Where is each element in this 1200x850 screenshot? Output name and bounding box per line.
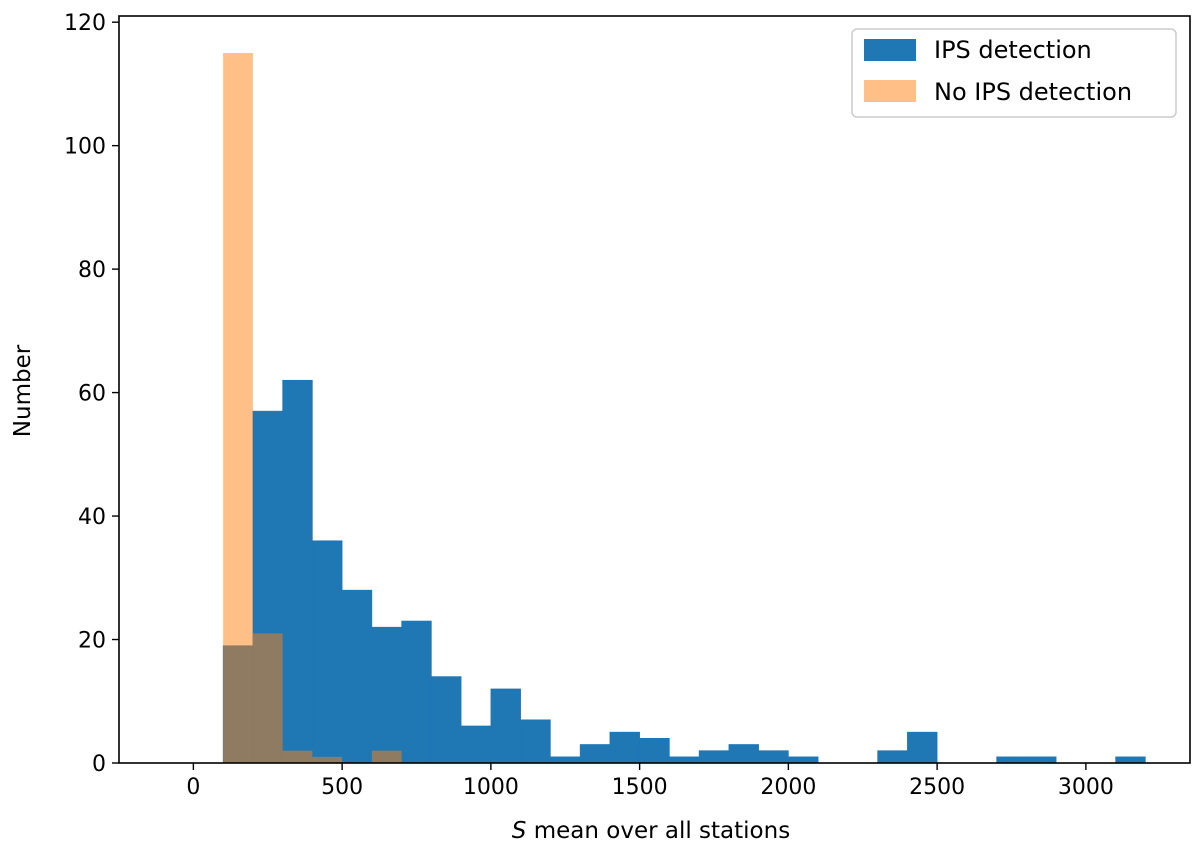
- y-tick-label: 80: [78, 258, 106, 283]
- x-axis-label-text: mean over all stations: [526, 818, 790, 844]
- legend-label-ips-detection: IPS detection: [934, 36, 1092, 64]
- bar-ips-detection: [788, 756, 819, 764]
- bar-ips-detection: [312, 540, 343, 764]
- y-axis-label: Number: [10, 344, 36, 437]
- bar-ips-detection: [401, 620, 432, 764]
- y-tick-label: 0: [92, 752, 106, 777]
- bar-ips-detection: [341, 589, 373, 764]
- x-tick-label: 500: [321, 775, 363, 800]
- bar-ips-detection: [996, 756, 1027, 764]
- x-axis-label-italic: S: [512, 818, 527, 844]
- y-tick-label: 40: [78, 505, 106, 530]
- ticks-layer: 0 500 1000 1500 2000 2500 3000 0 20 40 60 80 100 120: [64, 11, 1114, 800]
- bar-ips-detection: [431, 676, 462, 764]
- y-tick-label: 100: [64, 135, 106, 160]
- bar-ips-detection: [669, 756, 700, 764]
- bar-ips-detection: [639, 738, 670, 764]
- bar-ips-detection: [490, 688, 521, 764]
- bar-ips-detection: [282, 379, 313, 764]
- x-tick-label: 1000: [463, 775, 519, 800]
- bars-layer: [222, 53, 1146, 764]
- legend-label-no-ips-detection: No IPS detection: [934, 78, 1132, 106]
- x-tick-label: 2000: [760, 775, 816, 800]
- bar-ips-detection: [550, 756, 581, 764]
- x-axis-label: S mean over all stations: [512, 818, 790, 844]
- bar-ips-detection: [698, 750, 730, 764]
- bar-ips-detection: [1115, 756, 1146, 764]
- legend-swatch-ips-detection: [864, 39, 916, 61]
- bar-ips-detection: [371, 626, 402, 764]
- y-tick-label: 20: [78, 629, 106, 654]
- bar-ips-detection: [609, 731, 640, 764]
- bar-ips-detection: [460, 725, 492, 764]
- x-tick-label: 3000: [1058, 775, 1114, 800]
- bar-ips-detection: [579, 744, 611, 764]
- bar-ips-detection: [758, 750, 789, 764]
- bar-ips-detection: [907, 731, 938, 764]
- bar-no-ips-detection: [223, 53, 253, 764]
- bar-ips-detection: [877, 750, 908, 764]
- axes-layer: [118, 15, 1191, 764]
- y-tick-label: 60: [78, 382, 106, 407]
- y-tick-label: 120: [64, 11, 106, 36]
- bar-no-ips-detection: [371, 750, 402, 763]
- x-tick-label: 1500: [612, 775, 668, 800]
- legend-swatch-no-ips-detection: [864, 80, 916, 102]
- legend-frame: [851, 28, 1177, 118]
- bar-ips-detection: [728, 744, 759, 764]
- legend: IPS detection No IPS detection: [851, 28, 1177, 118]
- x-tick-label: 0: [186, 775, 200, 800]
- bar-ips-detection: [1026, 756, 1057, 764]
- bar-ips-detection: [520, 719, 551, 764]
- bar-no-ips-detection: [282, 750, 313, 763]
- bar-no-ips-detection: [252, 633, 283, 763]
- plot-frame: [118, 15, 1191, 764]
- bar-no-ips-detection: [312, 756, 343, 763]
- x-tick-label: 2500: [909, 775, 965, 800]
